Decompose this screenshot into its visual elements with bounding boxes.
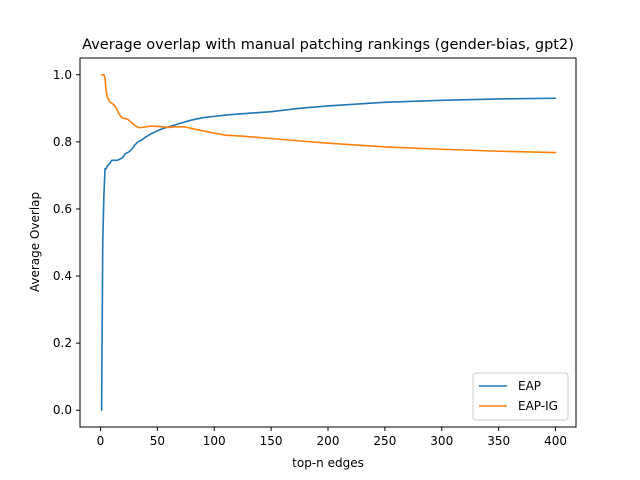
legend-box (472, 372, 569, 421)
x-tick-label: 50 (150, 434, 165, 448)
y-tick-label: 0.0 (53, 403, 72, 417)
y-axis: 0.0 0.2 0.4 0.6 0.8 1.0 (53, 68, 80, 417)
y-tick-label: 0.8 (53, 135, 72, 149)
x-tick-label: 300 (430, 434, 453, 448)
x-tick-label: 100 (203, 434, 226, 448)
plot-lines (100, 73, 557, 412)
y-axis-label: Average Overlap (28, 192, 42, 292)
chart-title: Average overlap with manual patching ran… (82, 37, 574, 53)
x-tick-label: 150 (260, 434, 283, 448)
x-tick-label: 200 (317, 434, 340, 448)
plot-frame (79, 57, 577, 428)
legend-label-eap: EAP (518, 379, 541, 393)
x-tick-label: 350 (487, 434, 510, 448)
x-tick-label: 250 (373, 434, 396, 448)
x-axis-label: top-n edges (292, 456, 364, 470)
y-tick-label: 0.2 (53, 336, 72, 350)
series-line-eap (100, 97, 557, 412)
y-tick-label: 0.6 (53, 202, 72, 216)
y-tick-label: 0.4 (53, 269, 72, 283)
series-line-eap-ig (100, 73, 557, 154)
x-tick-label: 400 (544, 434, 567, 448)
legend: EAP EAP-IG (472, 372, 569, 421)
y-tick-label: 1.0 (53, 68, 72, 82)
x-tick-label: 0 (97, 434, 105, 448)
x-axis: 0 50 100 150 200 250 300 350 400 (97, 427, 567, 448)
legend-label-eap-ig: EAP-IG (518, 399, 558, 413)
